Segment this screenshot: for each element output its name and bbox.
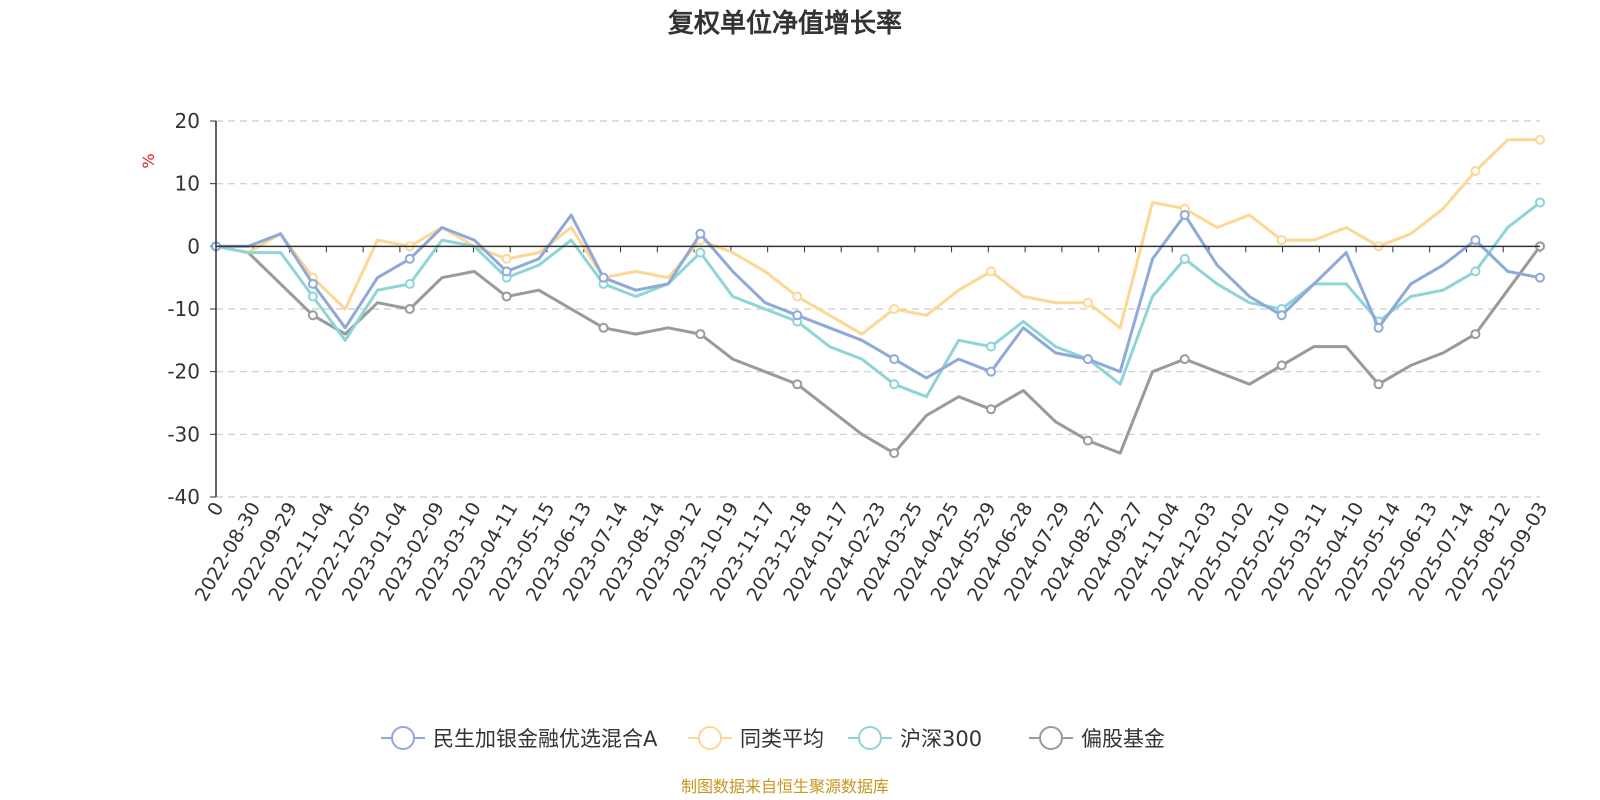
data-point (1470, 235, 1481, 246)
data-point (1082, 354, 1093, 365)
legend-label: 民生加银金融优选混合A (433, 727, 658, 751)
series-line (215, 201, 1541, 399)
data-point (1179, 354, 1190, 365)
y-tick-label: 10 (175, 172, 200, 196)
data-point (1276, 360, 1287, 371)
data-point (1082, 435, 1093, 446)
data-point (1470, 266, 1481, 277)
data-point (598, 322, 609, 333)
series-lines (211, 134, 1545, 459)
data-point (792, 310, 803, 321)
series-line (216, 213, 1541, 380)
data-point (307, 310, 318, 321)
legend-marker (698, 726, 722, 750)
data-point (695, 247, 706, 258)
y-tick-label: -30 (167, 422, 200, 446)
axes (215, 121, 1540, 497)
data-point (792, 291, 803, 302)
data-point (695, 228, 706, 239)
data-point (1535, 134, 1545, 145)
y-tick-label: -40 (167, 485, 200, 509)
data-point (501, 253, 512, 264)
data-point (889, 379, 900, 390)
y-axis-unit: % (139, 153, 158, 168)
legend-label: 偏股基金 (1081, 727, 1165, 751)
legend-label: 沪深300 (900, 727, 982, 751)
data-point (307, 291, 318, 302)
data-point (986, 341, 997, 352)
data-point (598, 272, 609, 283)
y-tick-label: -20 (167, 360, 200, 384)
x-tick-label: 0 (203, 499, 228, 520)
data-point (986, 366, 997, 377)
data-point (1276, 235, 1287, 246)
series-line (215, 244, 1542, 455)
data-point (1373, 322, 1384, 333)
data-point (1373, 379, 1384, 390)
data-point (889, 354, 900, 365)
data-point (1535, 197, 1545, 208)
data-point (889, 448, 900, 459)
legend-marker (1039, 726, 1063, 750)
data-point (501, 291, 512, 302)
data-point (889, 304, 900, 314)
data-point (1179, 253, 1190, 264)
data-point (1179, 210, 1190, 220)
y-tick-label: 20 (175, 109, 200, 133)
data-point (501, 266, 512, 277)
data-point (1535, 272, 1545, 283)
legend-marker (391, 726, 415, 750)
series-line (215, 138, 1540, 336)
data-point (1276, 310, 1287, 321)
data-point (695, 329, 706, 340)
legend-label: 同类平均 (740, 727, 824, 751)
y-axis-ticks: 20 10 0 -10 -20 -30 -40 (167, 109, 216, 509)
data-point (1470, 166, 1481, 177)
legend-marker (858, 726, 882, 750)
source-caption: 制图数据来自恒生聚源数据库 (681, 777, 889, 796)
legend: 民生加银金融优选混合A 同类平均 沪深300 偏股基金 (381, 726, 1165, 751)
data-point (792, 379, 803, 390)
data-point (307, 278, 318, 289)
data-point (404, 253, 415, 264)
data-point (986, 266, 997, 277)
data-point (404, 304, 415, 314)
y-tick-label: -10 (167, 297, 200, 321)
y-tick-label: 0 (187, 234, 200, 258)
chart-title: 复权单位净值增长率 (668, 8, 902, 39)
data-point (1470, 329, 1481, 340)
data-point (986, 404, 997, 415)
data-point (1082, 297, 1093, 308)
data-point (404, 278, 415, 289)
x-axis-ticks: 02022-08-302022-09-292022-11-042022-12-0… (191, 246, 1552, 605)
